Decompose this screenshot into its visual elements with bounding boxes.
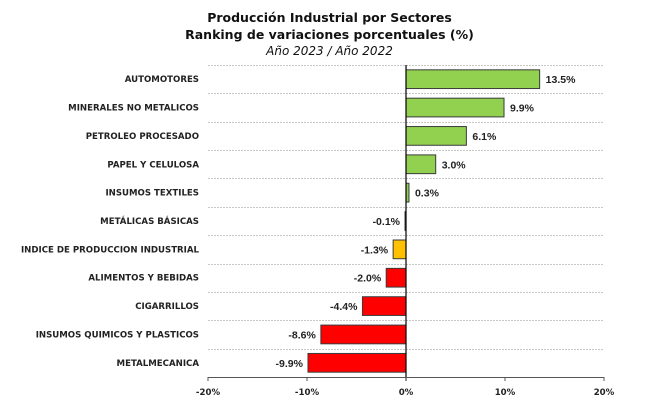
data-label: -1.3% xyxy=(361,244,389,256)
x-tick-label: 20% xyxy=(594,388,615,398)
data-label: -8.6% xyxy=(288,329,316,341)
data-label: -4.4% xyxy=(330,301,358,313)
category-label: PAPEL Y CELULOSA xyxy=(107,160,199,170)
bar xyxy=(385,267,407,288)
x-tick-label: 10% xyxy=(495,388,516,398)
category-label: METALMECANICA xyxy=(117,359,200,369)
category-label: INSUMOS QUIMICOS Y PLASTICOS xyxy=(36,330,199,340)
category-label: INSUMOS TEXTILES xyxy=(105,189,199,199)
data-label: 3.0% xyxy=(442,159,467,171)
bar xyxy=(392,239,407,260)
category-label: PETROLEO PROCESADO xyxy=(86,132,199,142)
data-label: 0.3% xyxy=(415,188,440,200)
category-label: MINERALES NO METALICOS xyxy=(68,104,199,114)
x-tick-label: -10% xyxy=(295,388,320,398)
category-label: METÁLICAS BÁSICAS xyxy=(100,215,199,227)
chart-period: Año 2023 / Año 2022 xyxy=(266,44,393,58)
bar xyxy=(320,324,407,345)
data-label: -2.0% xyxy=(354,273,382,285)
category-label: CIGARRILLOS xyxy=(135,302,199,312)
bar xyxy=(405,69,541,90)
data-label: 9.9% xyxy=(510,103,535,115)
bar xyxy=(307,352,407,373)
category-label: ALIMENTOS Y BEBIDAS xyxy=(88,274,199,284)
bar xyxy=(361,296,407,316)
chart-subtitle: Ranking de variaciones porcentuales (%) xyxy=(185,27,474,42)
bar xyxy=(405,126,467,146)
bar xyxy=(405,154,437,175)
data-label: 6.1% xyxy=(472,131,497,143)
data-label: -0.1% xyxy=(373,216,401,228)
data-label: -9.9% xyxy=(276,358,304,370)
category-label: AUTOMOTORES xyxy=(125,75,199,85)
chart-title: Producción Industrial por Sectores xyxy=(207,10,452,25)
bar xyxy=(405,97,505,118)
x-tick-label: 0% xyxy=(399,388,414,398)
x-tick-label: -20% xyxy=(196,388,221,398)
data-label: 13.5% xyxy=(546,74,576,86)
category-label: INDICE DE PRODUCCION INDUSTRIAL xyxy=(21,245,200,255)
